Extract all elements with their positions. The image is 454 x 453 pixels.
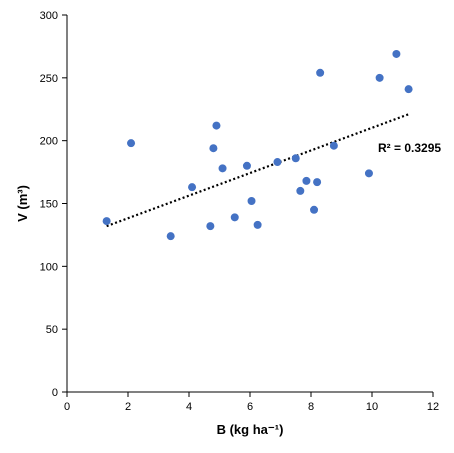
data-point [102, 217, 111, 226]
data-point [253, 220, 262, 229]
data-point [212, 121, 221, 130]
x-tick-label: 4 [186, 401, 192, 413]
x-tick-label: 12 [427, 401, 439, 413]
data-point [218, 164, 227, 173]
x-tick-label: 10 [366, 401, 378, 413]
data-point [166, 232, 175, 241]
data-point [310, 205, 319, 214]
trendline [106, 113, 409, 228]
data-point [313, 178, 322, 187]
data-point [404, 85, 413, 94]
data-point [296, 186, 305, 195]
x-tick-label: 6 [247, 401, 253, 413]
y-tick-label: 300 [40, 10, 58, 22]
data-point [329, 141, 338, 150]
data-point [242, 161, 251, 170]
r-squared-annotation: R² = 0.3295 [378, 141, 441, 155]
x-axis-ticks: 0 2 4 6 8 10 12 [64, 392, 439, 413]
x-tick-label: 0 [64, 401, 70, 413]
data-point [316, 68, 325, 77]
data-point [273, 158, 282, 167]
data-point [302, 176, 311, 185]
y-axis-ticks: 0 50 100 150 200 250 300 [40, 10, 67, 399]
x-axis-title: B (kg ha⁻¹) [217, 422, 284, 437]
y-tick-label: 50 [46, 324, 58, 336]
data-point [188, 183, 197, 192]
data-point [127, 139, 136, 148]
y-tick-label: 250 [40, 73, 58, 85]
y-tick-label: 150 [40, 199, 58, 211]
x-tick-label: 2 [125, 401, 131, 413]
y-tick-label: 200 [40, 136, 58, 148]
y-tick-label: 0 [52, 387, 58, 399]
data-point [392, 49, 401, 58]
data-point [291, 154, 300, 163]
x-tick-label: 8 [308, 401, 314, 413]
data-point [230, 213, 239, 222]
data-points [102, 49, 413, 241]
y-axis-title: V (m³) [15, 185, 30, 222]
data-point [247, 196, 256, 205]
data-point [206, 222, 215, 231]
data-point [364, 169, 373, 178]
data-point [209, 144, 218, 153]
y-tick-label: 100 [40, 261, 58, 273]
trendline-group [106, 113, 409, 228]
data-point [375, 73, 384, 82]
